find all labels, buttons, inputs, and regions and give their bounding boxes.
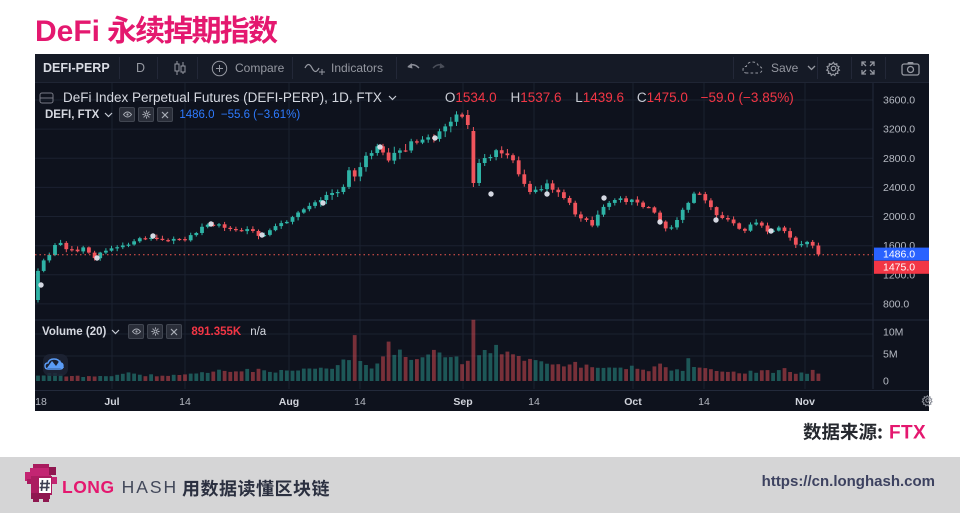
svg-text:1475.0: 1475.0 xyxy=(883,262,915,274)
svg-text:2800.0: 2800.0 xyxy=(883,153,915,165)
svg-text:0: 0 xyxy=(883,376,889,388)
svg-text:1486.0: 1486.0 xyxy=(883,249,915,261)
svg-text:DeFi: DeFi xyxy=(35,15,100,48)
svg-text:2400.0: 2400.0 xyxy=(883,182,915,194)
svg-text:5M: 5M xyxy=(883,349,898,361)
svg-text:10M: 10M xyxy=(883,327,903,339)
svg-text:800.0: 800.0 xyxy=(883,298,909,310)
svg-text:2000.0: 2000.0 xyxy=(883,211,915,223)
svg-text:FTX: FTX xyxy=(889,423,926,444)
svg-text:3600.0: 3600.0 xyxy=(883,95,915,107)
svg-text:3200.0: 3200.0 xyxy=(883,124,915,136)
